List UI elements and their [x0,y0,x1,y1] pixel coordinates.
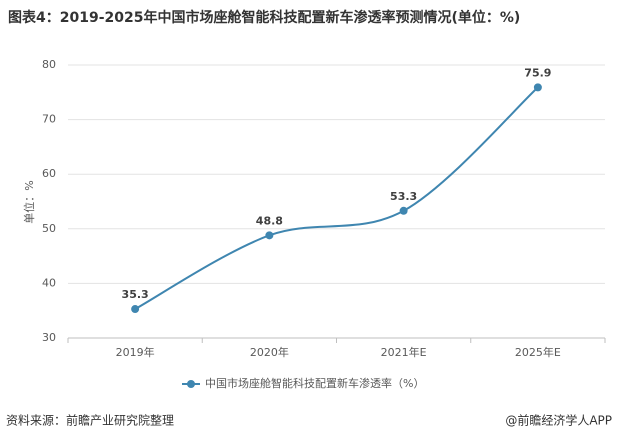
point [265,231,274,240]
y-tick-label: 70 [42,113,56,126]
y-axis-label: 单位：% [22,180,36,223]
value-label: 53.3 [390,190,417,203]
y-tick-label: 30 [42,331,56,344]
value-label: 75.9 [524,66,551,79]
x-tick-label: 2021年E [381,345,427,359]
line [134,86,539,310]
y-tick-label: 80 [42,58,56,71]
legend-marker [187,380,195,388]
value-label: 35.3 [122,288,149,301]
y-tick-label: 60 [42,167,56,180]
x-tick-label: 2020年 [250,345,289,359]
point [131,305,140,314]
x-tick-label: 2019年 [116,345,155,359]
y-tick-label: 50 [42,222,56,235]
chart-title: 图表4：2019-2025年中国市场座舱智能科技配置新车渗透率预测情况(单位：%… [8,9,520,26]
legend-label: 中国市场座舱智能科技配置新车渗透率（%） [205,376,424,390]
point [399,206,408,215]
x-tick-label: 2025年E [515,345,561,359]
source: 资料来源：前瞻产业研究院整理 [6,413,174,428]
brand: @前瞻经济学人APP [505,413,612,428]
point [533,83,542,92]
value-label: 48.8 [256,214,283,227]
y-tick-label: 40 [42,276,56,289]
